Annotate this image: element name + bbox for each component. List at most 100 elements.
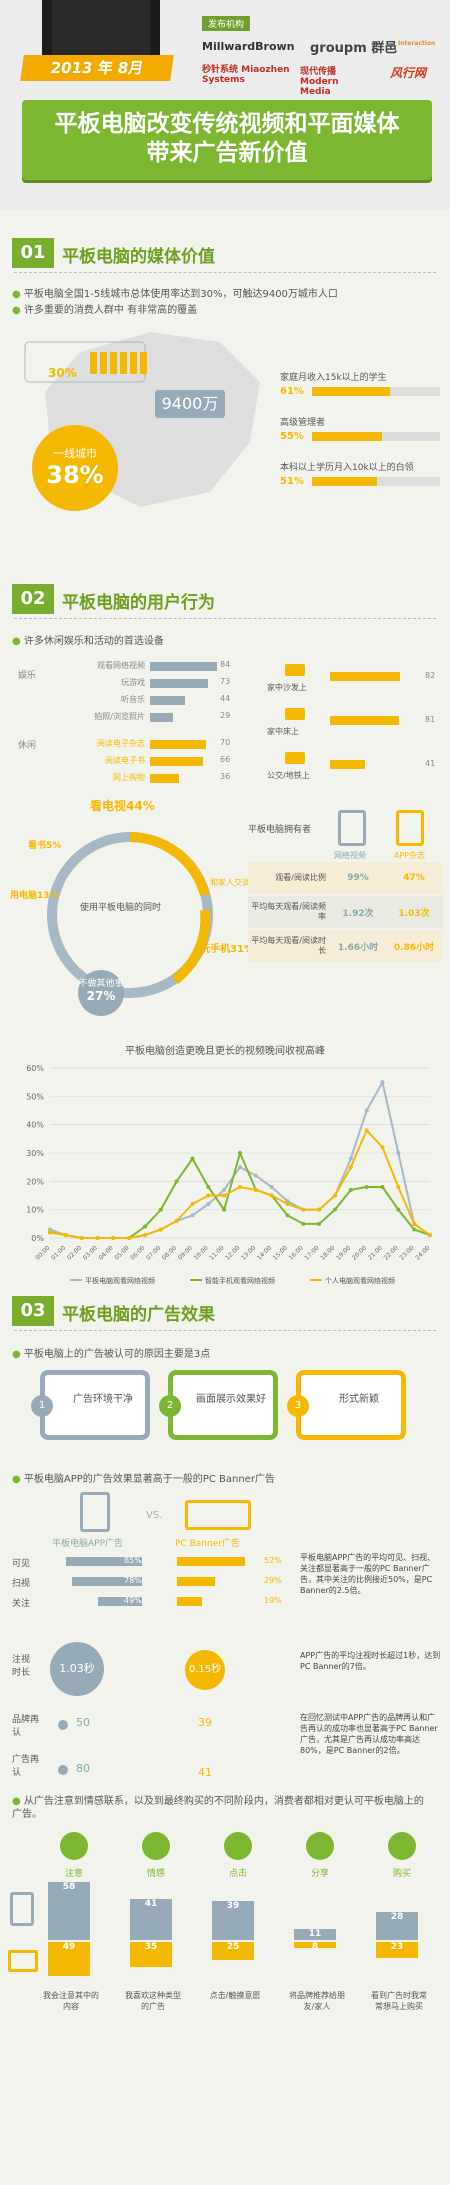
- section-number: 02: [12, 584, 54, 614]
- group-bar-track: [312, 387, 440, 396]
- ad-a-dot: [58, 1765, 68, 1775]
- data-point: [143, 1233, 147, 1238]
- data-point: [190, 1202, 195, 1206]
- place-label: 公交/地铁上: [267, 771, 310, 780]
- activity-value: 73: [220, 677, 231, 686]
- tier1-city-pct: 38%: [46, 461, 104, 489]
- legend-label: 个人电脑观看网络视频: [325, 1276, 395, 1285]
- concurrent-activity-ring: [47, 832, 213, 998]
- owner-video-value: 1.92次: [342, 908, 374, 919]
- metric-bar-pc: [177, 1597, 202, 1606]
- place-row: 公交/地铁上 41: [245, 748, 445, 788]
- s3-bullet-2: 平板电脑APP的广告效果显著高于一般的PC Banner广告: [12, 1470, 275, 1485]
- data-point: [396, 1151, 401, 1155]
- group-bar-row: 55%: [280, 431, 440, 442]
- owner-magazine-value: 1.03次: [398, 908, 430, 919]
- y-tick-label: 30%: [26, 1149, 44, 1158]
- metric-label: 可见: [12, 1559, 31, 1569]
- title-line-1: 平板电脑改变传统视频和平面媒体: [54, 111, 400, 137]
- data-point: [396, 1207, 401, 1212]
- place-bar: [330, 716, 399, 725]
- data-point: [301, 1207, 306, 1212]
- activity-label: 阅读电子书: [105, 756, 145, 765]
- data-point: [238, 1165, 242, 1170]
- logo-fengxing: 风行网: [390, 66, 427, 80]
- data-point: [380, 1080, 385, 1085]
- activity-row: 玩游戏 73: [60, 677, 240, 691]
- tablet-app-icon: [80, 1492, 110, 1532]
- section-02-header: 02 平板电脑的用户行为: [0, 578, 450, 620]
- stage-label: 分享: [310, 1869, 329, 1879]
- x-tick-label: 12:00: [224, 1244, 241, 1261]
- data-point: [364, 1128, 369, 1133]
- data-point: [174, 1179, 179, 1184]
- consumer-groups: 家庭月收入15k以上的学生 61% 高级管理者 55% 本科以上学历月入10k以上的白领…: [280, 370, 440, 505]
- x-tick-label: 06:00: [129, 1244, 146, 1261]
- x-tick-label: 15:00: [272, 1244, 289, 1261]
- note-1: 平板电脑APP广告的平均可见、扫视、关注都显著高于一般的PC Banner广告，…: [300, 1553, 436, 1595]
- x-tick-label: 07:00: [145, 1244, 162, 1261]
- data-point: [174, 1219, 179, 1223]
- data-point: [253, 1173, 258, 1178]
- owner-magazine-value: 47%: [403, 873, 425, 883]
- data-point: [428, 1233, 432, 1238]
- data-point: [380, 1145, 385, 1150]
- s1-bullet-1: 平板电脑全国1-5线城市总体使用率达到30%，可触达9400万城市人口: [12, 285, 338, 300]
- metric-bar-pc: [177, 1557, 245, 1566]
- data-point: [285, 1202, 290, 1206]
- metric-bar-tablet: [71, 1577, 142, 1586]
- owner-row-label: 平均每天观看/阅读时长: [251, 936, 326, 955]
- data-point: [253, 1187, 258, 1192]
- stage-icon: [224, 1832, 252, 1860]
- reason-text: 广告环境干净: [73, 1394, 133, 1405]
- data-point: [301, 1221, 306, 1226]
- group-row: 高级管理者 55%: [280, 415, 440, 442]
- x-tick-label: 17:00: [303, 1244, 320, 1261]
- x-tick-label: 01:00: [50, 1244, 67, 1261]
- section-title: 平板电脑的媒体价值: [62, 247, 215, 267]
- s3-bullet-1: 平板电脑上的广告被认可的原因主要是3点: [12, 1345, 210, 1360]
- x-tick-label: 04:00: [98, 1244, 115, 1261]
- s2-bullet: 许多休闲娱乐和活动的首选设备: [12, 632, 164, 647]
- stage-bar-pc: 35: [130, 1942, 172, 1967]
- x-tick-label: 20:00: [351, 1244, 368, 1261]
- group-row: 家庭月收入15k以上的学生 61%: [280, 370, 440, 397]
- data-point: [364, 1185, 369, 1189]
- y-tick-label: 40%: [26, 1121, 44, 1130]
- owner-video-value: 99%: [347, 873, 369, 883]
- stage-bar-tablet: 58: [48, 1882, 90, 1940]
- device-a-label: 平板电脑APP广告: [52, 1539, 124, 1549]
- group-bar: [312, 432, 383, 441]
- data-point: [396, 1185, 401, 1189]
- activity-bar: [150, 774, 179, 783]
- metric-value-pc: 19%: [264, 1596, 282, 1605]
- x-tick-label: 16:00: [288, 1244, 305, 1261]
- stage-icon: [388, 1832, 416, 1860]
- vs-label: VS.: [146, 1510, 163, 1521]
- data-point: [190, 1213, 195, 1218]
- reason-card: 2 画面展示效果好: [159, 1370, 278, 1440]
- place-row: 家中沙发上 82: [245, 660, 445, 700]
- data-point: [158, 1207, 163, 1212]
- reason-number: 3: [287, 1395, 309, 1417]
- data-point: [206, 1193, 211, 1198]
- data-point: [269, 1185, 274, 1189]
- x-tick-label: 19:00: [335, 1244, 352, 1261]
- x-tick-label: 10:00: [193, 1244, 210, 1261]
- data-point: [222, 1187, 227, 1192]
- ad-b: 41: [198, 1766, 212, 1779]
- activity-value: 66: [220, 755, 231, 764]
- reason-cards: 1 广告环境干净 2 画面展示效果好 3 形式新颖: [31, 1370, 420, 1450]
- data-point: [222, 1193, 227, 1198]
- group-bar-row: 61%: [280, 386, 440, 397]
- stage-bar-tablet: 11: [294, 1929, 336, 1940]
- place-row: 家中床上 81: [245, 704, 445, 744]
- leisure-label: 休闲: [18, 741, 37, 751]
- data-point: [269, 1193, 274, 1198]
- data-point: [238, 1185, 242, 1189]
- usage-rate: 30%: [48, 366, 77, 380]
- place-value: 81: [425, 715, 436, 724]
- metric-bar-tablet: [97, 1597, 142, 1606]
- group-row: 本科以上学历月入10k以上的白领 51%: [280, 460, 440, 487]
- gaze-label: 注视时长: [12, 1655, 31, 1678]
